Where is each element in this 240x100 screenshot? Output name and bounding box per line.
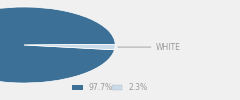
Text: 97.7%: 97.7% — [89, 83, 113, 92]
Wedge shape — [0, 7, 115, 83]
Bar — [72, 85, 83, 90]
Bar — [112, 85, 122, 90]
Wedge shape — [24, 44, 115, 50]
Text: 2.3%: 2.3% — [128, 83, 148, 92]
Text: WHITE: WHITE — [156, 43, 181, 52]
